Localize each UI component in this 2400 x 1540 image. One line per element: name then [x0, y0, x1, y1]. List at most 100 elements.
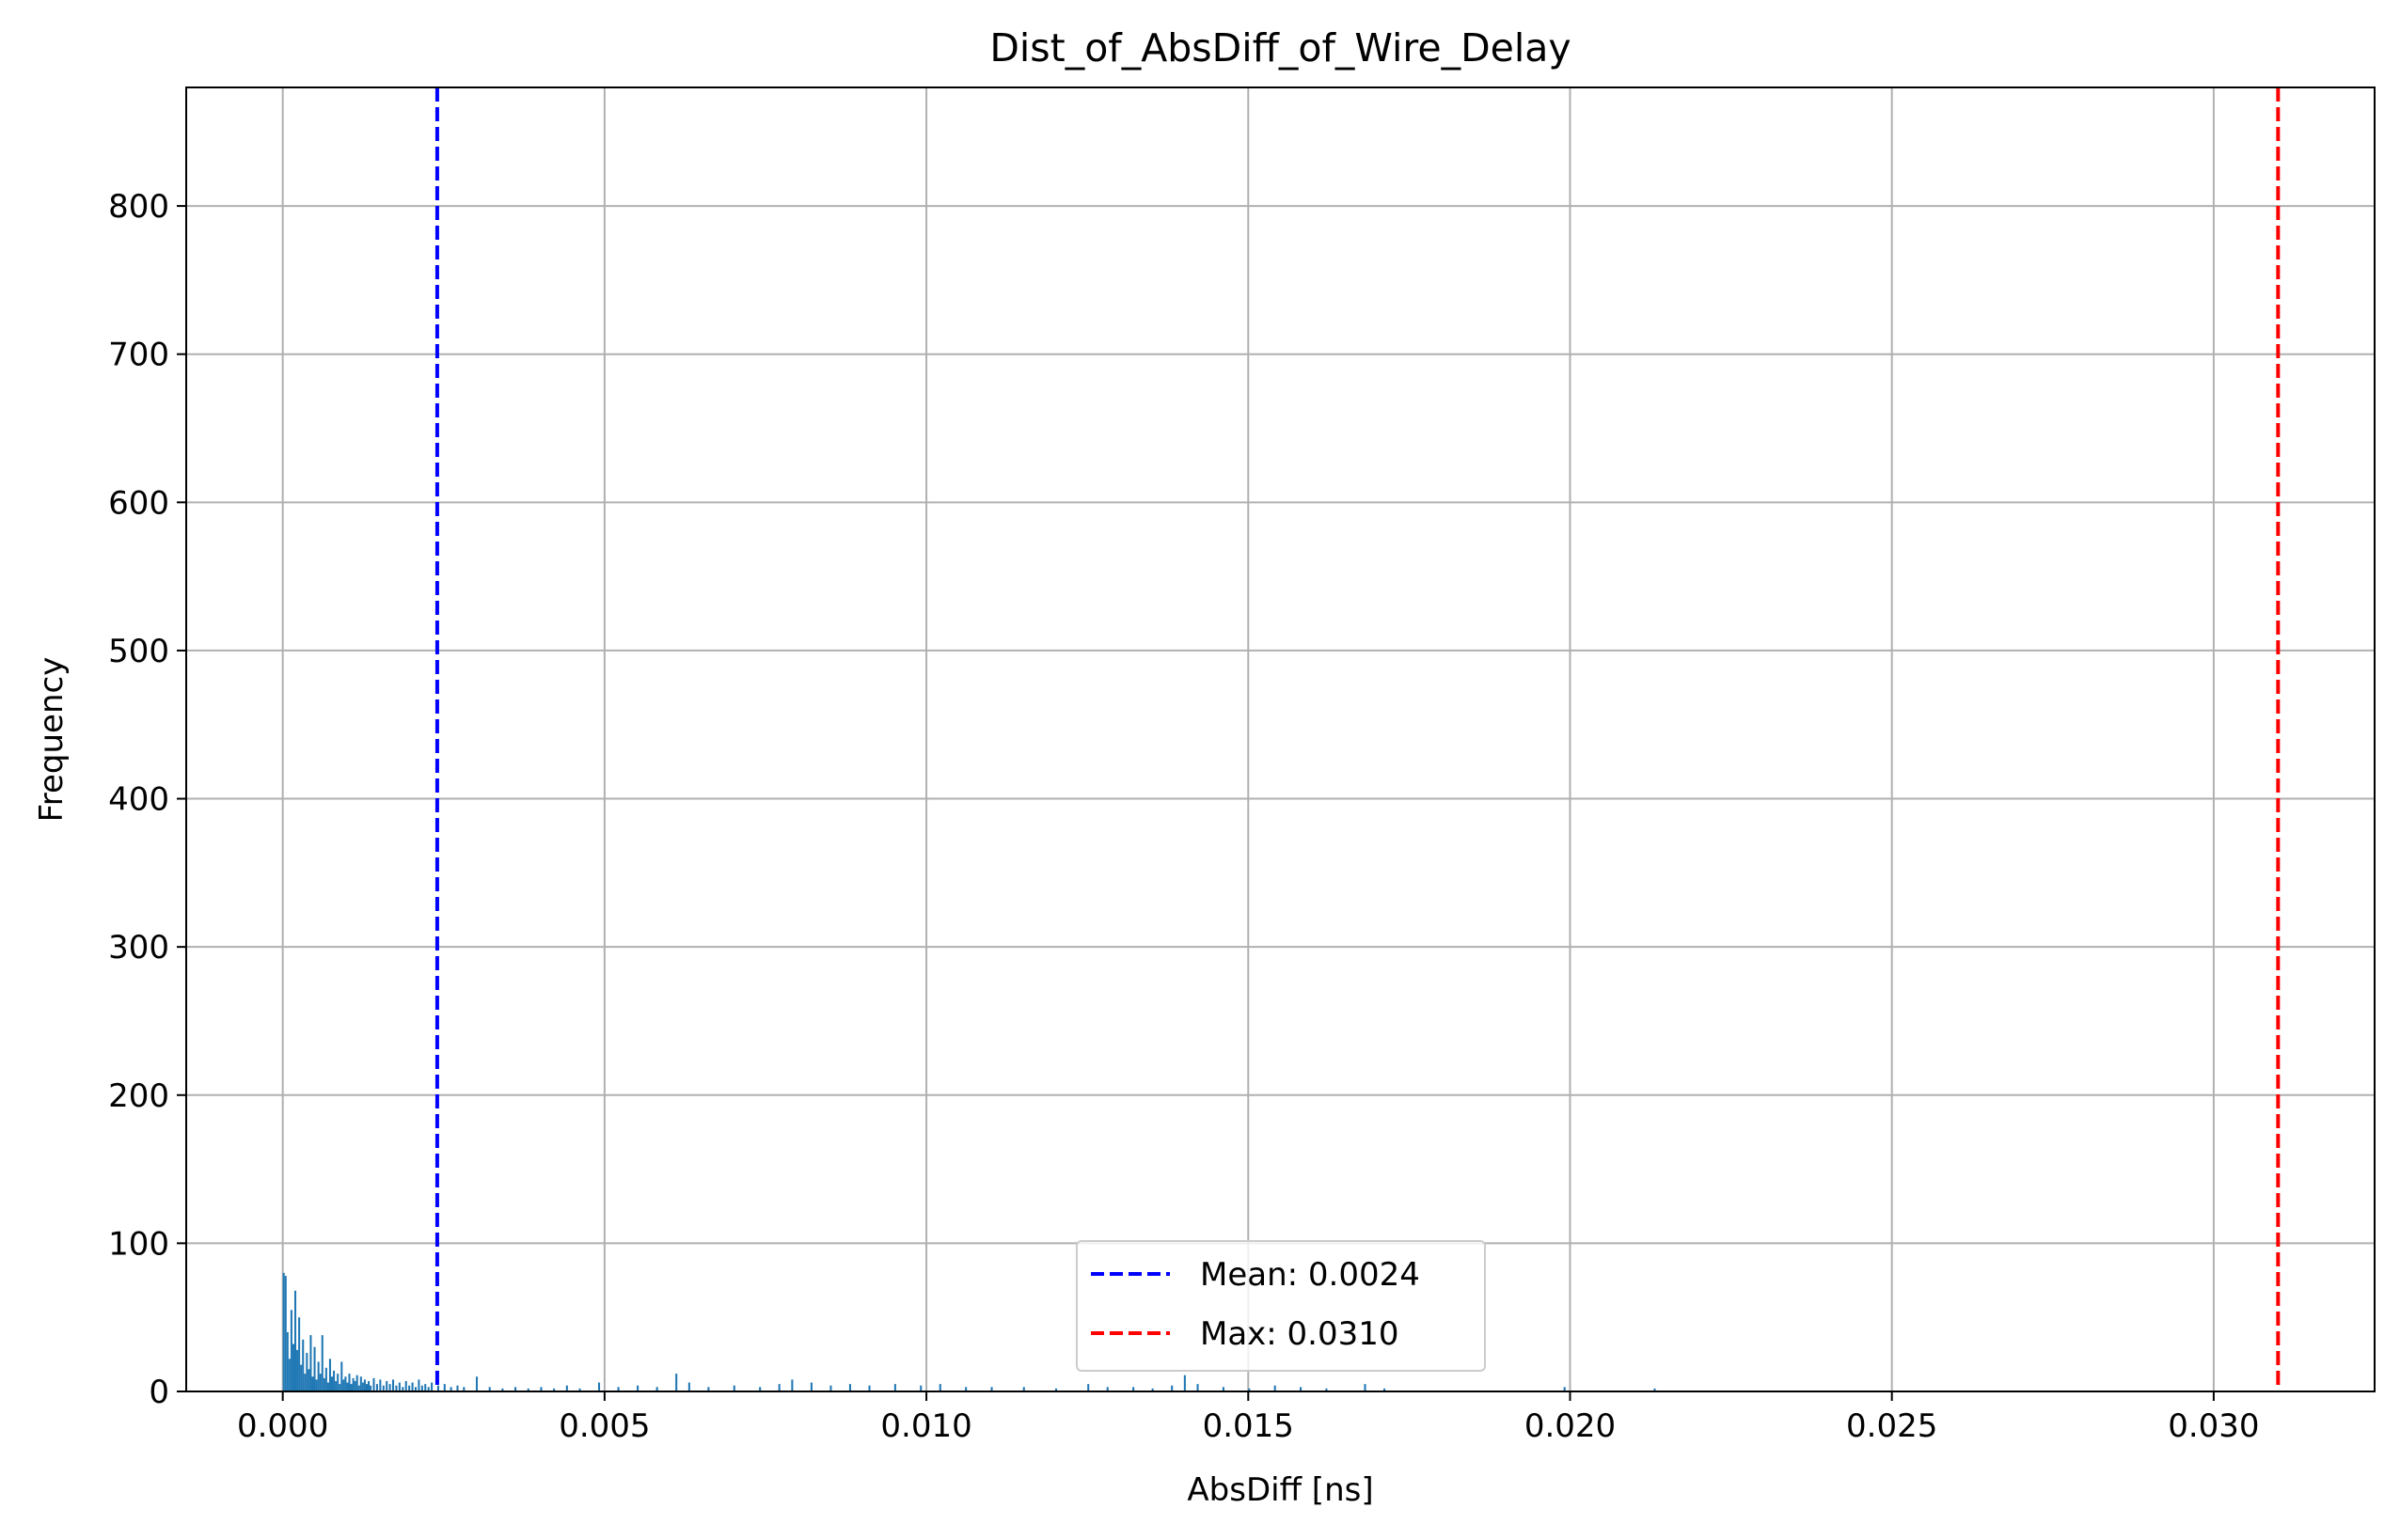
- histogram-bar: [370, 1385, 372, 1391]
- x-axis-ticks: 0.000 0.005 0.010 0.015 0.020 0.025 0.030: [237, 1391, 2260, 1445]
- histogram-bar: [848, 1384, 851, 1391]
- histogram-bar: [443, 1384, 446, 1391]
- histogram-bar: [398, 1382, 401, 1391]
- histogram-bar: [418, 1379, 420, 1391]
- x-tick-label: 0.000: [237, 1407, 328, 1445]
- histogram-bar: [326, 1382, 329, 1391]
- histogram-bar: [1364, 1384, 1366, 1391]
- histogram-bar: [791, 1379, 794, 1391]
- histogram-bar: [339, 1384, 341, 1391]
- histogram-bar: [655, 1387, 658, 1391]
- histogram-bar: [282, 1272, 285, 1391]
- histogram-bar: [386, 1380, 388, 1391]
- histogram-bar: [868, 1385, 871, 1391]
- histogram-bar: [395, 1385, 398, 1391]
- histogram-bar: [324, 1367, 327, 1391]
- histogram-bar: [344, 1376, 347, 1391]
- histogram-bar: [488, 1387, 491, 1391]
- histogram-bar: [354, 1380, 356, 1391]
- histogram-bar: [357, 1385, 360, 1391]
- y-tick-label: 0: [149, 1374, 169, 1411]
- histogram-bar: [298, 1317, 301, 1391]
- histogram-bar: [302, 1339, 305, 1391]
- histogram-bar: [475, 1376, 479, 1391]
- histogram-bar: [311, 1376, 314, 1391]
- histogram-bar: [893, 1384, 896, 1391]
- histogram-bar: [309, 1335, 312, 1391]
- histogram-bar: [920, 1385, 923, 1391]
- histogram-bar: [411, 1382, 414, 1391]
- y-tick-label: 100: [108, 1225, 169, 1263]
- histogram-bar: [352, 1377, 355, 1391]
- histogram-bar: [404, 1380, 407, 1391]
- chart-title: Dist_of_AbsDiff_of_Wire_Delay: [989, 25, 1571, 71]
- histogram-bar: [1106, 1387, 1109, 1391]
- histogram-bar: [431, 1382, 434, 1391]
- y-tick-label: 600: [108, 484, 169, 522]
- histogram-bar: [990, 1387, 993, 1391]
- histogram-bars: [282, 1272, 1656, 1391]
- reference-lines: [434, 87, 2281, 1391]
- histogram-bar: [420, 1385, 423, 1391]
- legend-box: [1076, 1240, 1486, 1372]
- histogram-bar: [1022, 1387, 1025, 1391]
- histogram-bar: [304, 1374, 307, 1391]
- histogram-bar: [450, 1387, 452, 1391]
- histogram-bar: [330, 1376, 334, 1391]
- histogram-bar: [939, 1384, 941, 1391]
- histogram-bar: [333, 1370, 336, 1391]
- histogram-bar: [288, 1359, 291, 1391]
- histogram-bar: [1273, 1385, 1276, 1391]
- histogram-bar: [317, 1361, 320, 1391]
- histogram-bar: [810, 1382, 813, 1391]
- histogram-bar: [292, 1344, 294, 1391]
- legend: Mean: 0.0024 Max: 0.0310: [1076, 1240, 1486, 1372]
- histogram-bar: [300, 1364, 303, 1391]
- histogram-bar: [427, 1387, 430, 1391]
- histogram-bar: [1171, 1385, 1174, 1391]
- x-tick-label: 0.020: [1524, 1407, 1616, 1445]
- histogram-bar: [456, 1385, 459, 1391]
- histogram-bar: [1196, 1384, 1199, 1391]
- x-tick-label: 0.030: [2168, 1407, 2259, 1445]
- legend-max-label: Max: 0.0310: [1200, 1315, 1399, 1353]
- histogram-bar: [553, 1388, 556, 1391]
- histogram-bar: [424, 1384, 427, 1391]
- histogram-bar: [375, 1384, 378, 1391]
- histogram-bar: [290, 1310, 292, 1391]
- histogram-bar: [687, 1382, 690, 1391]
- histogram-bar: [540, 1387, 543, 1391]
- histogram-bar: [319, 1374, 322, 1391]
- y-axis-label: Frequency: [33, 657, 71, 823]
- histogram-bar: [392, 1379, 395, 1391]
- histogram-bar: [340, 1361, 343, 1391]
- histogram-bar: [598, 1382, 601, 1391]
- histogram-bar: [965, 1387, 968, 1391]
- histogram-bar: [296, 1349, 299, 1391]
- histogram-bar: [293, 1290, 297, 1391]
- histogram-bar: [1151, 1388, 1154, 1391]
- histogram-bar: [284, 1276, 287, 1391]
- histogram-bar: [514, 1387, 517, 1391]
- histogram-bar: [361, 1382, 364, 1391]
- histogram-bar: [1183, 1375, 1186, 1391]
- histogram-bar: [368, 1380, 371, 1391]
- histogram-bar: [617, 1387, 620, 1391]
- histogram-bar: [436, 1385, 439, 1391]
- histogram-bar: [1383, 1388, 1386, 1391]
- legend-mean-label: Mean: 0.0024: [1200, 1256, 1420, 1294]
- histogram-bar: [1132, 1387, 1135, 1391]
- histogram-bar: [328, 1359, 331, 1391]
- histogram-bar: [501, 1388, 504, 1391]
- histogram-bar: [355, 1375, 358, 1391]
- histogram-bar: [348, 1374, 351, 1391]
- histogram-bar: [315, 1379, 318, 1391]
- x-tick-label: 0.025: [1846, 1407, 1937, 1445]
- histogram-bar: [365, 1384, 369, 1391]
- histogram-bar: [1300, 1387, 1303, 1391]
- x-axis-label: AbsDiff [ns]: [1187, 1471, 1373, 1509]
- histogram-bar: [335, 1380, 338, 1391]
- histogram-bar: [675, 1374, 678, 1391]
- histogram-bar: [707, 1387, 710, 1391]
